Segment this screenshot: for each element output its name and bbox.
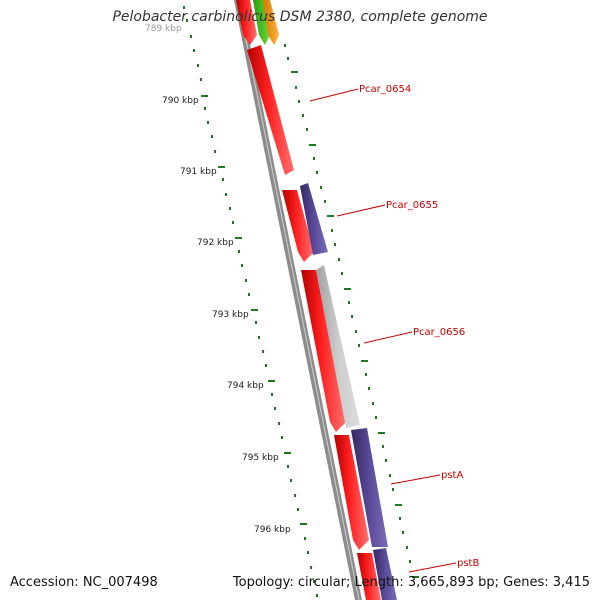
feature-reverse-green[interactable] — [253, 0, 270, 45]
gene-label[interactable]: Pcar_0654 — [359, 84, 411, 95]
accession-text: Accession: NC_007498 — [10, 575, 158, 590]
gene-label[interactable]: pstA — [441, 470, 463, 481]
gene-label[interactable]: pstB — [457, 558, 479, 569]
gene-leader-line — [408, 562, 457, 573]
gene-leader-line — [309, 88, 359, 102]
backbone-highlight — [237, 0, 360, 600]
feature-reverse-purple-2[interactable] — [373, 548, 397, 600]
gene-label[interactable]: Pcar_0656 — [413, 327, 465, 338]
feature-reverse-purple-0[interactable] — [300, 183, 328, 255]
scale-dots-left — [183, 6, 318, 597]
scale-label: 791 kbp — [180, 167, 217, 177]
feature-forward-0[interactable] — [236, 0, 257, 45]
gene-leader-line — [390, 474, 441, 485]
scale-label: 790 kbp — [162, 96, 199, 106]
scale-label: 789 kbp — [145, 24, 182, 34]
scale-label: 794 kbp — [227, 381, 264, 391]
gene-leader-line — [363, 331, 413, 344]
feature-reverse-gray[interactable] — [316, 265, 360, 428]
feature-forward-1[interactable] — [247, 45, 294, 175]
feature-forward-2[interactable] — [282, 190, 314, 262]
scale-label: 792 kbp — [197, 238, 234, 248]
map-title: Pelobacter carbinolicus DSM 2380, comple… — [112, 9, 488, 25]
feature-reverse-orange[interactable] — [263, 0, 279, 45]
scale-label: 796 kbp — [254, 525, 291, 535]
scale-dots-right — [284, 44, 419, 578]
scale-label: 795 kbp — [242, 453, 279, 463]
feature-forward-3[interactable] — [301, 270, 346, 432]
gene-label[interactable]: Pcar_0655 — [386, 200, 438, 211]
feature-forward-5[interactable] — [357, 553, 381, 600]
scale-major-ticks — [201, 95, 307, 525]
feature-reverse-purple-1[interactable] — [351, 428, 388, 547]
gene-leader-line — [336, 204, 386, 217]
scale-label: 793 kbp — [212, 310, 249, 320]
genome-summary-text: Topology: circular; Length: 3,665,893 bp… — [232, 575, 590, 590]
feature-forward-4[interactable] — [334, 435, 369, 550]
